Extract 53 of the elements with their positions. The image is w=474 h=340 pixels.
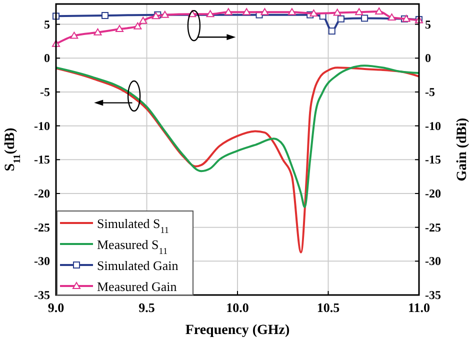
y2-tick-label: 0 <box>425 51 431 66</box>
y-tick-label: -25 <box>34 220 50 234</box>
y2-tick-label: -35 <box>425 288 441 302</box>
point <box>242 8 251 16</box>
point <box>206 10 214 18</box>
y2-tick-label: -5 <box>425 84 435 99</box>
point <box>152 12 160 20</box>
point <box>139 16 148 24</box>
point <box>102 12 109 20</box>
line-series <box>55 66 420 254</box>
x-tick-label: 9.5 <box>138 300 156 315</box>
x-tick-label: 10.0 <box>226 300 249 315</box>
y2-tick-label: 5 <box>425 17 431 32</box>
y2-tick-label: -30 <box>425 254 441 268</box>
y-tick-label: -5 <box>40 84 50 99</box>
y-tick-label: -15 <box>34 152 50 167</box>
point <box>224 8 232 16</box>
point <box>375 7 384 14</box>
legend-label: Measured S$_{11}$ <box>97 237 168 256</box>
point <box>361 14 368 22</box>
y-tick-label: -10 <box>34 118 50 133</box>
point <box>328 28 336 35</box>
y-tick-label: -30 <box>34 254 50 268</box>
y-tick-label: -35 <box>34 288 50 302</box>
point <box>388 14 396 21</box>
point <box>333 8 342 16</box>
x-tick-label: 10.5 <box>316 300 340 315</box>
y2-tick-label: -25 <box>425 220 441 234</box>
y2-tick-label: -10 <box>425 118 441 133</box>
legend-label: Measured Gain <box>97 279 178 294</box>
x-tick-label: 9.0 <box>48 300 64 315</box>
x-tick-label: 11.0 <box>408 300 430 315</box>
x-axis-title: Frequency (GHz) <box>185 323 290 338</box>
point <box>70 32 78 39</box>
point <box>310 9 318 16</box>
y-tick-label: -20 <box>34 186 50 200</box>
line-series <box>55 64 420 208</box>
point <box>260 8 269 16</box>
point <box>355 8 364 16</box>
y2-axis-title: Gain (dBi) <box>455 117 470 182</box>
point <box>94 28 102 36</box>
legend-label: Simulated S$_{11}$ <box>97 216 169 235</box>
point <box>116 25 124 32</box>
point <box>160 10 169 18</box>
point <box>337 15 344 22</box>
point <box>134 22 142 30</box>
point <box>402 14 410 22</box>
legend-label: Simulated Gain <box>97 258 179 273</box>
y2-tick-label: -20 <box>425 186 441 200</box>
point <box>288 8 296 16</box>
y-tick-label: 5 <box>44 17 50 32</box>
y2-tick-label: -15 <box>425 152 441 167</box>
y-tick-label: 0 <box>44 51 50 66</box>
